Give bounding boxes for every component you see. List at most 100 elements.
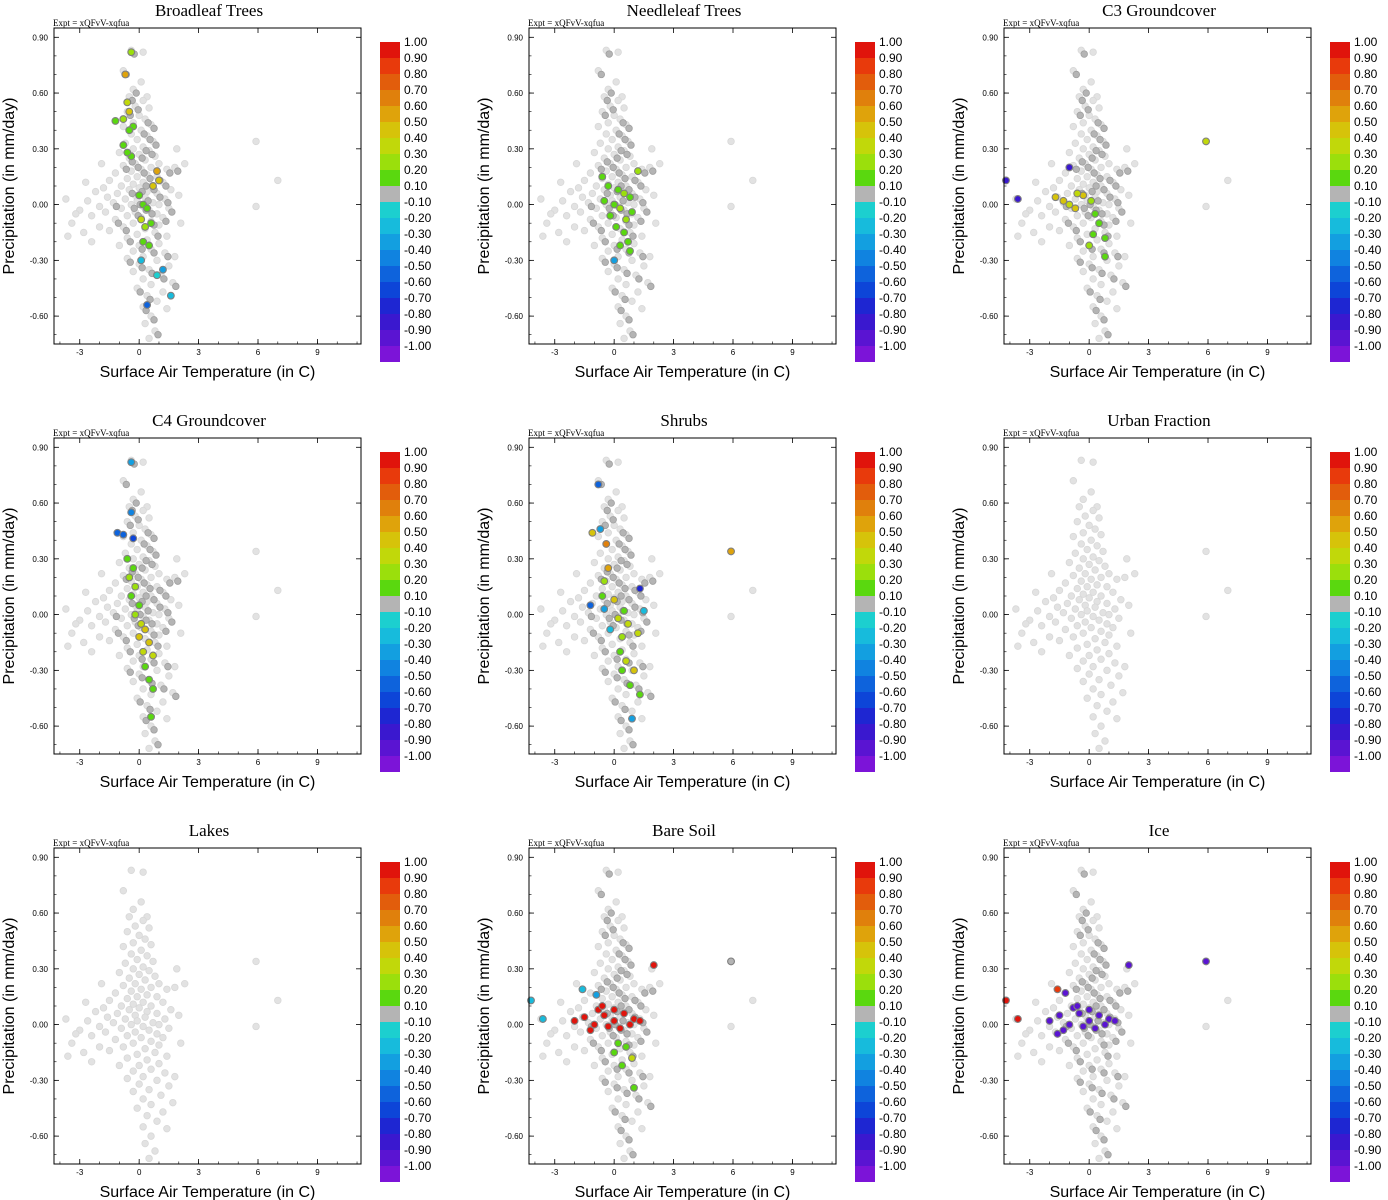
colorbar-label: -0.90 bbox=[1354, 323, 1382, 337]
background-point bbox=[594, 122, 603, 131]
background-point bbox=[604, 247, 612, 255]
colorbar-label: -1.00 bbox=[1354, 1159, 1382, 1173]
background-point bbox=[83, 197, 92, 205]
colorbar-swatch bbox=[855, 1118, 875, 1134]
colorbar-label: 0.70 bbox=[879, 83, 903, 97]
background-point bbox=[608, 993, 616, 1001]
background-point bbox=[153, 1117, 161, 1125]
grey-point bbox=[639, 252, 647, 261]
grey-point bbox=[160, 685, 168, 693]
background-point bbox=[117, 592, 126, 600]
x-tick-label: 3 bbox=[671, 758, 676, 767]
colorbar-swatch bbox=[855, 298, 875, 314]
colorbar-label: 0.90 bbox=[404, 51, 428, 65]
background-point bbox=[642, 186, 650, 194]
grey-point bbox=[635, 275, 643, 283]
background-point bbox=[1113, 304, 1121, 313]
data-point bbox=[137, 215, 146, 224]
background-point bbox=[652, 219, 660, 227]
data-point bbox=[592, 990, 601, 999]
grey-point bbox=[1112, 182, 1120, 190]
colorbar-swatch bbox=[1330, 58, 1350, 74]
colorbar-label: -0.30 bbox=[404, 1047, 432, 1061]
background-point bbox=[727, 202, 735, 211]
data-point bbox=[624, 237, 632, 246]
background-point bbox=[147, 573, 155, 582]
background-point bbox=[133, 993, 141, 1001]
grey-point bbox=[627, 141, 635, 149]
grey-point bbox=[126, 521, 134, 530]
colorbar-label: 0.80 bbox=[404, 887, 428, 901]
data-point bbox=[139, 237, 148, 246]
y-tick-label: 0.90 bbox=[507, 853, 523, 862]
background-point bbox=[173, 555, 181, 563]
grey-point bbox=[152, 551, 160, 559]
background-point bbox=[1031, 178, 1040, 186]
y-tick-label: 0.30 bbox=[32, 965, 48, 974]
background-point bbox=[139, 1072, 147, 1081]
background-point bbox=[151, 1147, 159, 1155]
x-tick-label: 0 bbox=[1087, 348, 1092, 357]
background-point bbox=[139, 1095, 147, 1103]
grey-point bbox=[603, 96, 611, 105]
panel-title: Ice bbox=[1149, 821, 1170, 840]
background-point bbox=[97, 569, 106, 578]
colorbar-swatch bbox=[1330, 910, 1350, 926]
background-point bbox=[139, 1123, 147, 1131]
grey-point bbox=[150, 596, 158, 604]
grey-point bbox=[156, 193, 164, 201]
background-point bbox=[1083, 993, 1091, 1001]
background-point bbox=[131, 922, 139, 930]
background-point bbox=[274, 996, 282, 1005]
background-point bbox=[153, 1076, 161, 1085]
background-point bbox=[622, 690, 630, 699]
background-point bbox=[604, 119, 612, 127]
background-point bbox=[1079, 1067, 1087, 1075]
colorbar-label: -0.50 bbox=[404, 669, 432, 683]
background-point bbox=[556, 588, 565, 596]
data-point bbox=[600, 196, 609, 205]
colorbar-label: -0.90 bbox=[404, 733, 432, 747]
background-point bbox=[622, 280, 630, 289]
y-tick-label: -0.30 bbox=[505, 256, 524, 265]
colorbar-label: 1.00 bbox=[404, 445, 428, 459]
colorbar-label: -1.00 bbox=[404, 1159, 432, 1173]
background-point bbox=[1033, 197, 1042, 205]
colorbar-swatch bbox=[1330, 266, 1350, 282]
colorbar-label: -0.20 bbox=[1354, 211, 1382, 225]
x-tick-label: 6 bbox=[731, 758, 736, 767]
colorbar-label: -0.60 bbox=[404, 685, 432, 699]
colorbar-label: -0.20 bbox=[1354, 621, 1382, 635]
background-point bbox=[1125, 191, 1133, 199]
y-tick-label: 0.30 bbox=[507, 965, 523, 974]
background-point bbox=[111, 169, 120, 177]
background-point bbox=[1097, 280, 1105, 289]
background-point bbox=[1047, 159, 1056, 168]
grey-point bbox=[597, 70, 605, 79]
background-point bbox=[125, 913, 133, 921]
background-point bbox=[1097, 592, 1105, 600]
colorbar-label: -0.10 bbox=[404, 195, 432, 209]
background-point bbox=[622, 983, 630, 992]
colorbar-swatch bbox=[380, 218, 400, 234]
background-point bbox=[117, 1024, 126, 1033]
background-point bbox=[616, 319, 624, 328]
colorbar-label: -0.70 bbox=[879, 701, 907, 715]
colorbar-swatch bbox=[855, 516, 875, 532]
y-axis-label: Precipitation (in mm/day) bbox=[476, 508, 493, 685]
data-point bbox=[580, 1013, 589, 1022]
x-tick-label: 3 bbox=[196, 348, 201, 357]
grey-point bbox=[1080, 870, 1088, 878]
colorbar-label: 0.10 bbox=[1354, 999, 1378, 1013]
colorbar-swatch bbox=[380, 1070, 400, 1086]
grey-point bbox=[609, 516, 617, 524]
colorbar-swatch bbox=[380, 484, 400, 500]
background-point bbox=[1101, 737, 1109, 745]
colorbar-label: 0.60 bbox=[404, 509, 428, 523]
background-point bbox=[1047, 979, 1056, 988]
colorbar-label: -0.40 bbox=[1354, 653, 1382, 667]
background-point bbox=[147, 1037, 155, 1046]
colorbar-label: 0.40 bbox=[879, 951, 903, 965]
background-point bbox=[127, 1020, 135, 1029]
